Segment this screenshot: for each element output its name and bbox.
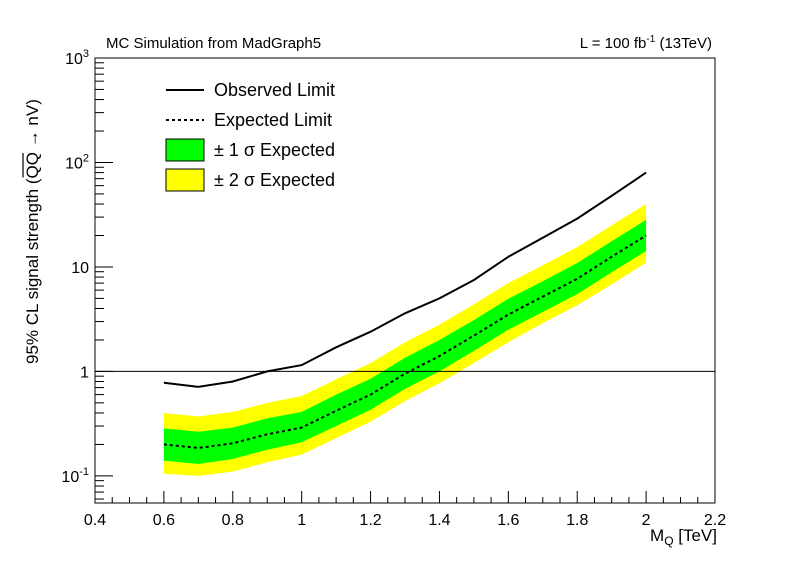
x-tick-label: 0.8 bbox=[222, 512, 244, 529]
x-axis-label-main: M bbox=[650, 526, 664, 545]
x-tick-label: 2.2 bbox=[704, 512, 726, 529]
legend-label: ± 2 σ Expected bbox=[214, 170, 335, 190]
legend: Observed Limit Expected Limit ± 1 σ Expect… bbox=[165, 80, 335, 192]
lines-layer bbox=[95, 171, 715, 450]
y-tick-label: 10-1 bbox=[61, 466, 89, 486]
x-tick-label: 0.4 bbox=[84, 512, 106, 529]
one-sigma-band bbox=[163, 219, 647, 464]
x-axis-label-unit: [TeV] bbox=[674, 526, 717, 545]
x-tick-label: 1.2 bbox=[359, 512, 381, 529]
labels-layer: 0.4 0.6 0.8 1 1.2 1.4 1.6 1.8 2 2.2 10-1 1 10 102 103 bbox=[61, 48, 726, 529]
legend-label: Observed Limit bbox=[214, 80, 335, 100]
legend-label: Expected Limit bbox=[214, 110, 332, 130]
x-tick-label: 2 bbox=[642, 512, 651, 529]
lumi-exponent: -1 bbox=[646, 34, 655, 45]
x-tick-label: 1 bbox=[297, 512, 306, 529]
y-axis-label: 95% CL signal strength (QQ → nV) bbox=[23, 99, 42, 364]
y-axis-label-arrow: → nV) bbox=[23, 99, 42, 152]
luminosity-label: L = 100 fb-1 (13TeV) bbox=[580, 34, 712, 52]
legend-swatch-box bbox=[165, 168, 205, 192]
legend-label: ± 1 σ Expected bbox=[214, 140, 335, 160]
x-tick-label: 1.4 bbox=[428, 512, 450, 529]
expected-limit-line bbox=[163, 234, 647, 450]
x-axis-label-sub: Q bbox=[664, 534, 673, 548]
x-axis-label: MQ [TeV] bbox=[650, 526, 717, 548]
y-tick-label: 102 bbox=[65, 152, 89, 172]
observed-limit-line bbox=[163, 171, 647, 388]
chart-title: MC Simulation from MadGraph5 bbox=[106, 35, 321, 52]
y-tick-label: 10 bbox=[71, 260, 89, 277]
y-axis-label-group: 95% CL signal strength (QQ → nV) bbox=[22, 99, 42, 364]
x-tick-label: 0.6 bbox=[153, 512, 175, 529]
x-tick-label: 1.8 bbox=[566, 512, 588, 529]
x-tick-label: 1.6 bbox=[497, 512, 519, 529]
two-sigma-band bbox=[163, 204, 647, 476]
ticks-layer bbox=[94, 57, 716, 503]
y-tick-label: 1 bbox=[80, 364, 89, 381]
y-axis-label-qq: QQ bbox=[23, 152, 42, 178]
lumi-suffix: (13TeV) bbox=[655, 35, 712, 52]
legend-swatch-box bbox=[165, 138, 205, 162]
y-axis-label-prefix: 95% CL signal strength ( bbox=[23, 178, 42, 364]
y-tick-label: 103 bbox=[65, 48, 89, 68]
lumi-prefix: L = 100 fb bbox=[580, 35, 647, 52]
bands-layer bbox=[163, 204, 647, 476]
